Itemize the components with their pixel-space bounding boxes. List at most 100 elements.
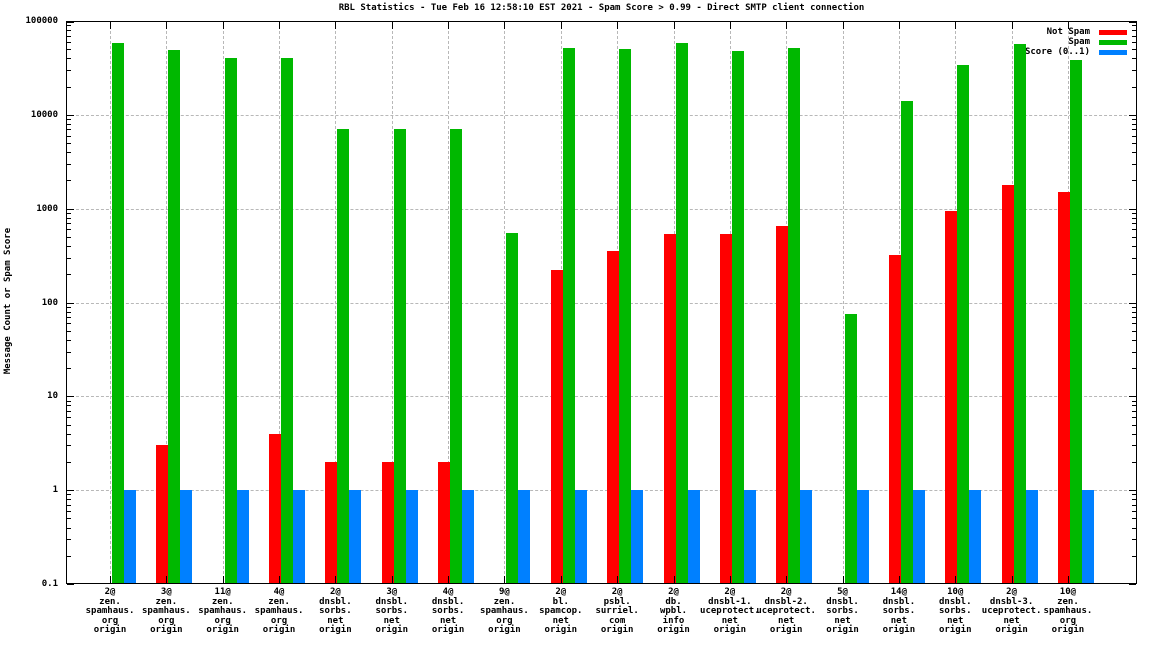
not-spam-bar	[381, 461, 394, 584]
score-bar	[293, 490, 306, 584]
y-tick	[1132, 323, 1136, 325]
y-tick	[1129, 584, 1136, 585]
x-tick	[1011, 576, 1013, 583]
x-gridline	[222, 21, 224, 584]
x-tick-label: 14@ dnsbl. sorbs. net origin	[882, 587, 916, 635]
spam-bar	[562, 47, 575, 584]
not-spam-bar	[1057, 192, 1070, 584]
x-tick-label: 2@ dnsbl. sorbs. net origin	[319, 587, 352, 635]
y-tick	[67, 274, 71, 276]
y-tick	[1132, 180, 1136, 182]
y-tick	[1132, 49, 1136, 51]
score-bar	[912, 490, 925, 584]
y-tick	[1132, 504, 1136, 506]
x-tick	[955, 22, 957, 29]
x-tick	[673, 576, 675, 583]
legend-color-swatch	[1099, 40, 1127, 45]
y-tick-label: 10000	[30, 109, 58, 120]
y-tick	[1132, 246, 1136, 247]
x-tick-label: 2@ db. wpbl. info origin	[657, 587, 690, 635]
y-tick	[1132, 433, 1136, 435]
y-tick	[1132, 339, 1136, 341]
y-tick	[1132, 351, 1136, 353]
y-tick	[1132, 212, 1136, 214]
y-tick	[67, 510, 71, 512]
y-tick	[1132, 229, 1136, 231]
spam-bar	[1013, 43, 1026, 584]
not-spam-bar	[325, 461, 338, 584]
y-tick	[67, 396, 74, 398]
score-bar	[969, 490, 982, 584]
x-tick	[222, 576, 224, 583]
spam-bar	[281, 58, 294, 584]
x-tick	[448, 22, 450, 29]
y-tick	[67, 257, 71, 259]
x-tick	[110, 576, 111, 583]
x-tick	[1067, 576, 1069, 583]
spam-bar	[506, 233, 519, 584]
y-tick	[67, 86, 71, 88]
y-tick	[1132, 499, 1136, 501]
score-bar	[687, 490, 700, 584]
spam-bar	[731, 50, 744, 584]
y-tick	[67, 70, 71, 72]
spam-bar	[619, 49, 632, 584]
y-tick	[1132, 217, 1136, 219]
y-tick	[1132, 424, 1136, 426]
x-tick-label: 10@ zen. spamhaus. org origin	[1043, 587, 1093, 635]
x-gridline	[391, 21, 393, 584]
score-bar	[800, 490, 813, 584]
not-spam-bar	[663, 233, 676, 584]
x-tick	[842, 22, 844, 29]
y-tick	[1132, 123, 1136, 125]
x-tick-label: 2@ dnsbl-2. uceprotect. net origin	[756, 587, 816, 635]
x-tick-label: 11@ zen. spamhaus. org origin	[198, 587, 248, 635]
y-tick	[67, 405, 71, 407]
y-tick	[67, 114, 74, 116]
y-tick	[67, 246, 71, 247]
y-tick	[67, 30, 71, 32]
x-tick	[1067, 22, 1069, 29]
y-tick	[1132, 368, 1136, 370]
y-gridline	[66, 208, 1137, 210]
x-tick	[729, 22, 731, 29]
chart-title: RBL Statistics - Tue Feb 16 12:58:10 EST…	[338, 3, 865, 13]
y-tick	[67, 499, 71, 501]
y-tick	[67, 539, 71, 541]
y-tick	[1132, 129, 1136, 131]
y-tick	[1132, 555, 1136, 557]
y-tick	[1132, 445, 1136, 447]
y-tick	[1129, 490, 1136, 492]
legend-color-swatch	[1099, 50, 1127, 55]
y-tick	[67, 236, 71, 238]
x-tick-label: 2@ zen. spamhaus. org origin	[85, 587, 135, 635]
score-bar	[236, 490, 249, 584]
score-bar	[856, 490, 869, 584]
y-tick	[67, 584, 74, 585]
y-tick	[67, 229, 71, 231]
y-tick	[67, 135, 71, 137]
spam-bar	[1069, 60, 1082, 584]
y-tick	[67, 129, 71, 131]
y-tick-label: 100000	[25, 16, 58, 26]
score-bar	[462, 490, 475, 584]
y-tick-label: 10	[47, 391, 58, 402]
y-tick	[1132, 152, 1136, 154]
y-tick	[1132, 35, 1136, 37]
y-tick	[1132, 518, 1136, 520]
score-bar	[180, 490, 193, 584]
x-tick	[560, 576, 562, 583]
x-gridline	[279, 21, 281, 584]
score-bar	[405, 490, 418, 584]
x-tick-label: 4@ dnsbl. sorbs. net origin	[431, 587, 465, 635]
legend-entry: Score (0..1)	[999, 47, 1127, 58]
y-tick	[1132, 41, 1136, 43]
spam-bar	[675, 42, 688, 584]
x-tick	[786, 576, 788, 583]
y-tick	[67, 494, 71, 496]
y-tick-label: 0.1	[41, 579, 58, 589]
legend-entry-label: Score (0..1)	[1024, 47, 1090, 57]
x-tick	[673, 22, 675, 29]
y-tick	[1132, 58, 1136, 60]
legend-entry-label: Spam	[1068, 37, 1090, 47]
